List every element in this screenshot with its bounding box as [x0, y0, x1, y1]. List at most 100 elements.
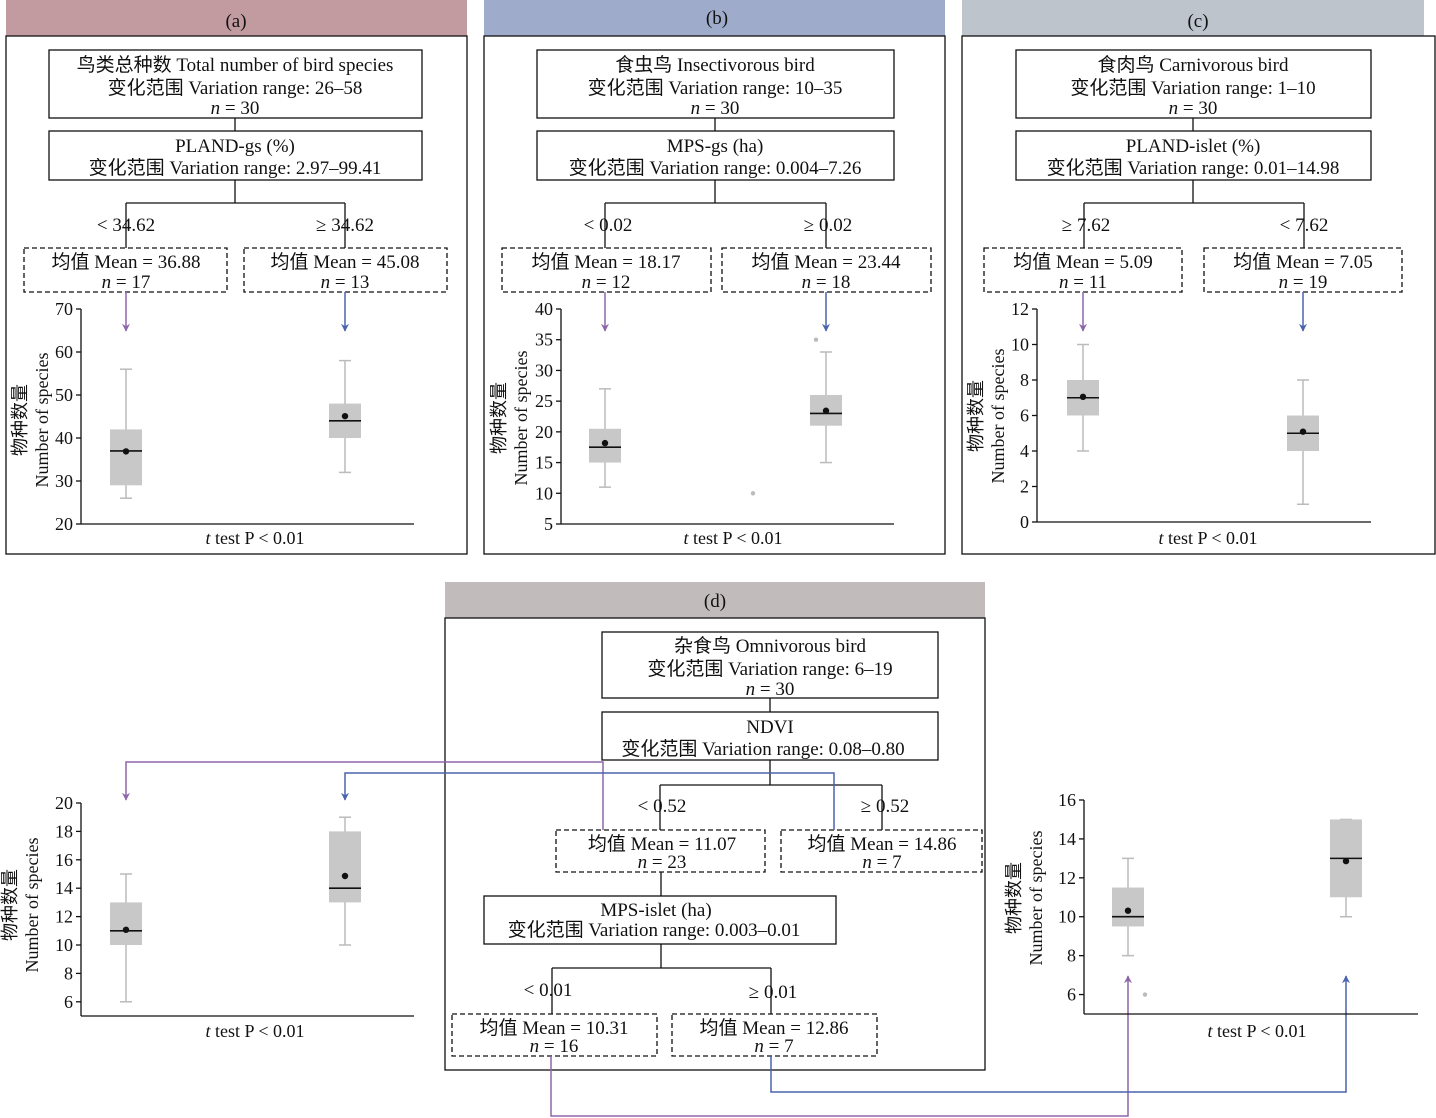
panel-b-root-title: 食虫鸟 Insectivorous bird: [615, 54, 815, 76]
panel-c-left-mean: 均值 Mean = 5.09: [1013, 251, 1152, 273]
y-tick-label: 14: [55, 878, 73, 898]
panel-d-connector-left-purple: [122, 761, 604, 830]
svg-text:物种数量: 物种数量: [0, 869, 20, 941]
y-tick-label: 0: [1020, 512, 1029, 532]
panel-d-left-n: n = 23: [638, 852, 687, 873]
panel-c: (c) 食肉鸟 Carnivorous bird 变化范围 Variation …: [961, 0, 1436, 555]
svg-text:物种数量: 物种数量: [489, 382, 509, 454]
y-tick-label: 70: [55, 299, 73, 319]
svg-text:Number of species: Number of species: [22, 838, 42, 973]
y-tick-label: 40: [535, 299, 553, 319]
panel-d-left2-condition: < 0.01: [524, 980, 573, 1001]
box-iqr: [110, 429, 142, 486]
svg-text:Number of species: Number of species: [511, 351, 531, 486]
y-tick-label: 20: [535, 422, 553, 442]
panel-d-right-ylabel: 物种数量 Number of species: [1004, 831, 1046, 966]
panel-c-root-node: [1015, 49, 1372, 119]
panel-b-left-condition: < 0.02: [584, 215, 633, 236]
y-tick-label: 20: [55, 793, 73, 813]
box-iqr: [110, 902, 142, 945]
panel-c-left-condition: ≥ 7.62: [1062, 215, 1110, 236]
panel-b-ttest: t test P < 0.01: [683, 528, 782, 548]
panel-d-right-n: n = 7: [862, 852, 901, 873]
panel-b-header: [484, 0, 945, 36]
panel-a-label: (a): [225, 11, 246, 32]
panel-a-left-n: n = 17: [102, 272, 151, 293]
svg-text:物种数量: 物种数量: [1004, 862, 1024, 934]
panel-d-branches-2: [551, 944, 772, 1014]
y-tick-label: 4: [1020, 441, 1029, 461]
panel-d-right-ttest: t test P < 0.01: [1207, 1021, 1306, 1041]
panel-d-split-range: 变化范围 Variation range: 0.08–0.80: [621, 738, 904, 760]
y-tick-label: 2: [1020, 477, 1029, 497]
panel-a-left-mean: 均值 Mean = 36.88: [52, 251, 201, 273]
panel-c-header: [962, 0, 1424, 36]
panel-a-frame: [5, 35, 468, 555]
mean-point: [122, 926, 130, 934]
panel-d-right-mean: 均值 Mean = 14.86: [808, 833, 957, 855]
y-tick-label: 30: [55, 471, 73, 491]
y-tick-label: 10: [1011, 335, 1029, 355]
outlier-point: [750, 491, 756, 496]
y-tick-label: 6: [64, 992, 73, 1012]
panel-d-right2-mean: 均值 Mean = 12.86: [700, 1017, 849, 1039]
panel-a-ylabel: 物种数量 Number of species: [10, 353, 52, 488]
panel-a-root-range: 变化范围 Variation range: 26–58: [108, 77, 363, 99]
y-tick-label: 15: [535, 453, 553, 473]
panel-d-left2-n: n = 16: [530, 1036, 579, 1057]
panel-a-left-condition: < 34.62: [97, 215, 155, 236]
svg-text:物种数量: 物种数量: [966, 380, 986, 452]
panel-c-split-node: [1015, 130, 1372, 181]
y-tick-label: 16: [1058, 790, 1076, 810]
panel-d-connector-right-blue: [770, 975, 1350, 1093]
y-tick-label: 6: [1067, 985, 1076, 1005]
panel-d-header: [445, 582, 985, 618]
panel-c-boxplot: 0 2 4 6 8 10 12: [1011, 299, 1371, 532]
panel-c-ylabel: 物种数量 Number of species: [966, 349, 1008, 484]
panel-d-split2-node: [483, 895, 837, 945]
y-tick-label: 60: [55, 342, 73, 362]
panel-a-ttest: t test P < 0.01: [205, 528, 304, 548]
panel-d-left-boxplot: 6 8 10 12 14 16 18 20: [55, 793, 414, 1017]
panel-a-split-variable: PLAND-gs (%): [175, 136, 295, 157]
panel-b-label: (b): [706, 8, 728, 29]
panel-b-left-mean: 均值 Mean = 18.17: [532, 251, 681, 273]
panel-c-frame: [961, 35, 1436, 555]
panel-d-connector-left-blue: [341, 772, 835, 830]
y-tick-label: 12: [1058, 868, 1076, 888]
panel-d-root-n: n = 30: [746, 679, 795, 700]
panel-d-right2-n: n = 7: [754, 1036, 793, 1057]
y-tick-label: 14: [1058, 829, 1076, 849]
panel-d-frame: [444, 617, 986, 1071]
y-tick-label: 12: [1011, 299, 1029, 319]
panel-b-boxplot: 5 10 15 20 25 30 35 40: [535, 299, 894, 534]
panel-a-header: [6, 0, 467, 36]
panel-d-left-leaf: [555, 829, 766, 873]
panel-b-right-mean: 均值 Mean = 23.44: [752, 251, 901, 273]
y-tick-label: 10: [535, 483, 553, 503]
panel-d: (d) 杂食鸟 Omnivorous bird 变化范围 Variation r…: [0, 582, 1418, 1117]
panel-c-right-mean: 均值 Mean = 7.05: [1233, 251, 1372, 273]
y-tick-label: 10: [55, 935, 73, 955]
panel-b-right-n: n = 18: [802, 272, 851, 293]
y-tick-label: 50: [55, 385, 73, 405]
y-tick-label: 12: [55, 907, 73, 927]
panel-d-right-boxplot: 6 8 10 12 14 16: [1058, 790, 1418, 1015]
panel-d-split-node: [601, 711, 939, 761]
mean-point: [1124, 907, 1132, 914]
panel-d-root-title: 杂食鸟 Omnivorous bird: [674, 635, 867, 657]
outlier-point: [813, 337, 819, 342]
panel-c-split-variable: PLAND-islet (%): [1126, 136, 1261, 157]
panel-c-right-n: n = 19: [1279, 272, 1328, 293]
box-iqr: [329, 831, 361, 903]
mean-point: [601, 439, 609, 447]
panel-b: (b) 食虫鸟 Insectivorous bird 变化范围 Variatio…: [483, 0, 946, 555]
panel-d-left-condition: < 0.52: [638, 796, 687, 817]
panel-d-left-ylabel: 物种数量 Number of species: [0, 838, 42, 973]
panel-a-root-node: [48, 49, 423, 119]
panel-c-root-range: 变化范围 Variation range: 1–10: [1070, 77, 1315, 99]
panel-a-branches: [125, 180, 346, 248]
panel-d-right-leaf: [780, 829, 983, 873]
outlier-point: [1142, 992, 1148, 997]
panel-d-split2-variable: MPS-islet (ha): [600, 900, 711, 921]
